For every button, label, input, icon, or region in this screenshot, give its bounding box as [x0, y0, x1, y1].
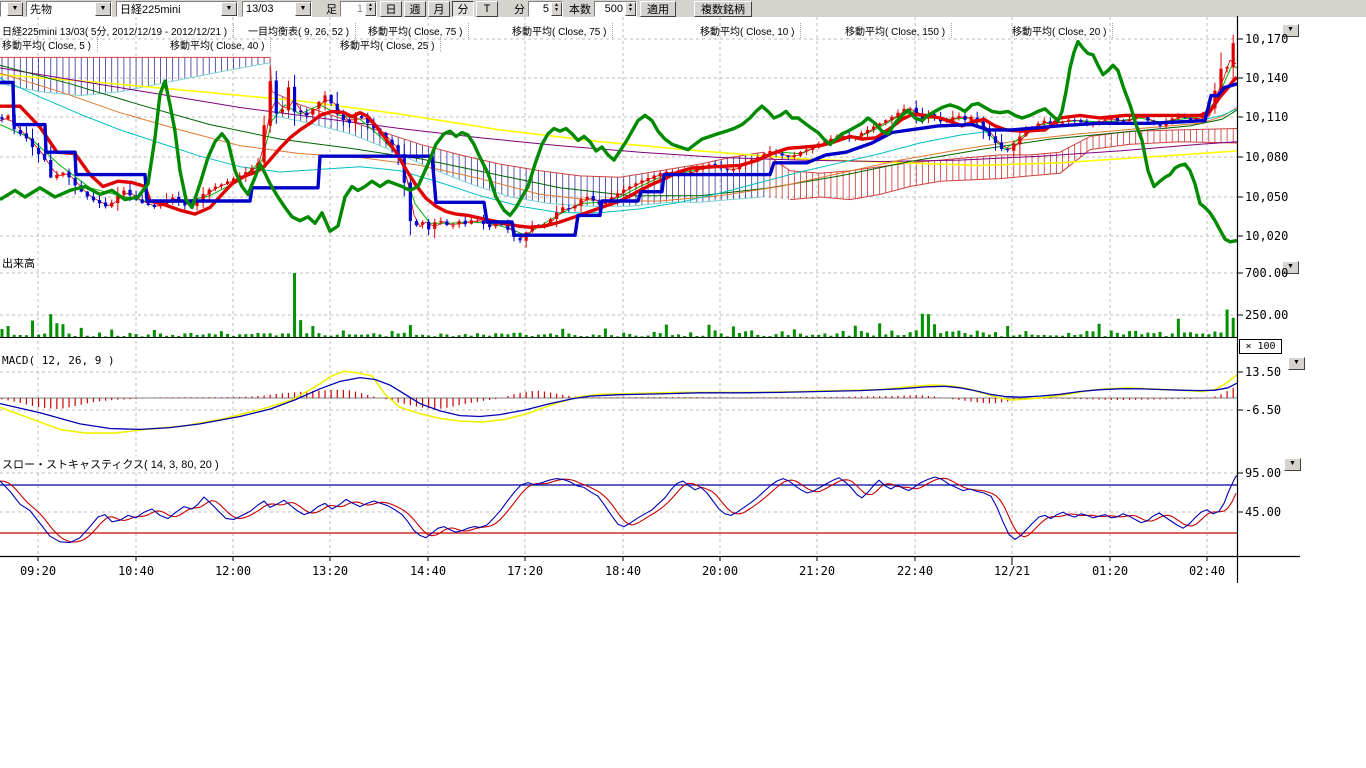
y-axis-label: 10,140 [1245, 71, 1288, 85]
macd-pane [0, 371, 1237, 433]
chart-application-window: ▼ 先物 ▼ 日経225mini ▼ 13/03 ▼ 足 1 ▲▼ 日 週 月 … [0, 0, 1366, 768]
legend-row-1: 日経225mini 13/03( 5分, 2012/12/19 - 2012/1… [0, 23, 1237, 35]
legend-item[interactable]: 移動平均( Close, 150 ) [845, 23, 952, 38]
stochastics-pane [0, 475, 1237, 542]
legend-item[interactable]: 移動平均( Close, 75 ) [368, 23, 469, 38]
time-axis-label: 09:20 [18, 564, 58, 578]
time-axis-label: 01:20 [1090, 564, 1130, 578]
time-axis-label: 12:00 [213, 564, 253, 578]
y-axis-label: 10,170 [1245, 32, 1288, 46]
legend-item[interactable]: 移動平均( Close, 75 ) [512, 23, 613, 38]
volume-multiplier-badge: × 100 [1239, 339, 1282, 354]
time-axis-label: 21:20 [797, 564, 837, 578]
macd-scale-dropdown-button[interactable]: ▼ [1288, 357, 1305, 370]
time-axis-label: 18:40 [603, 564, 643, 578]
price-pane [0, 35, 1237, 248]
stoch-scale-dropdown-button[interactable]: ▼ [1284, 458, 1301, 471]
y-axis-label: 10,050 [1245, 190, 1288, 204]
macd-pane-title: MACD( 12, 26, 9 ) [2, 354, 115, 367]
legend-item[interactable]: 移動平均( Close, 20 ) [1012, 23, 1113, 38]
y-axis-label: 95.00 [1245, 466, 1281, 480]
candlesticks [0, 35, 1234, 248]
y-axis-label: -6.50 [1245, 403, 1281, 417]
volume-pane-title: 出来高 [2, 255, 35, 271]
y-axis-label: 250.00 [1245, 308, 1288, 322]
stoch-pane-title: スロー・ストキャスティクス( 14, 3, 80, 20 ) [2, 456, 219, 472]
y-axis-label: 700.00 [1245, 266, 1288, 280]
gridlines [0, 17, 1237, 556]
time-axis-label: 12/21 [992, 564, 1032, 578]
legend-item[interactable]: 一目均衡表( 9, 26, 52 ) [248, 23, 356, 38]
chart-plot-area[interactable] [0, 0, 1366, 768]
legend-item[interactable]: 日経225mini 13/03( 5分, 2012/12/19 - 2012/1… [2, 23, 234, 38]
y-axis-label: 45.00 [1245, 505, 1281, 519]
time-axis-label: 17:20 [505, 564, 545, 578]
legend-item[interactable]: 移動平均( Close, 25 ) [340, 37, 441, 52]
legend-item[interactable]: 移動平均( Close, 10 ) [700, 23, 801, 38]
time-axis-label: 20:00 [700, 564, 740, 578]
y-axis-label: 10,020 [1245, 229, 1288, 243]
time-axis-label: 10:40 [116, 564, 156, 578]
y-axis-label: 10,080 [1245, 150, 1288, 164]
time-axis-label: 13:20 [310, 564, 350, 578]
y-axis-label: 10,110 [1245, 110, 1288, 124]
time-axis-label: 22:40 [895, 564, 935, 578]
time-axis-label: 02:40 [1187, 564, 1227, 578]
volume-pane [1, 273, 1235, 337]
time-axis-label: 14:40 [408, 564, 448, 578]
legend-item[interactable]: 移動平均( Close, 40 ) [170, 37, 271, 52]
y-axis-label: 13.50 [1245, 365, 1281, 379]
legend-row-2: 移動平均( Close, 5 ) 移動平均( Close, 40 ) 移動平均( C… [0, 37, 1237, 49]
legend-item[interactable]: 移動平均( Close, 5 ) [2, 37, 98, 52]
